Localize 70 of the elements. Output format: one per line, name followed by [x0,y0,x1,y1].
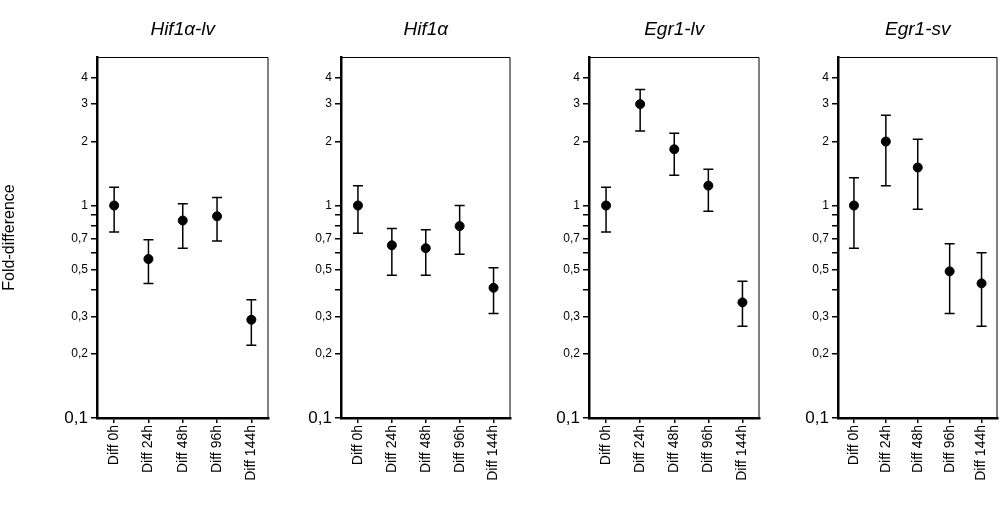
x-tick-label: Diff 0h [348,425,365,466]
chart-title: Hif1α [403,18,450,40]
y-tick-label: 1 [573,197,581,212]
y-tick-label: 0,1 [308,407,332,427]
y-tick-label: 0,7 [315,230,333,245]
y-tick-label: 1 [81,197,89,212]
y-tick-label: 2 [822,133,830,148]
y-tick-label: 0,5 [563,261,581,276]
y-tick-label: 4 [822,69,830,84]
y-tick-label: 0,1 [556,407,580,427]
y-tick-label: 0,3 [315,308,333,323]
x-tick-label: Diff 48h [173,425,190,473]
y-tick-label: 0,7 [563,230,581,245]
y-tick-label: 4 [81,69,89,84]
y-tick-label: 4 [325,69,333,84]
x-tick-label: Diff 48h [665,425,682,473]
y-tick-label: 1 [822,197,830,212]
y-tick-label: 2 [325,133,333,148]
point [737,297,748,308]
y-tick-label: 0,3 [71,308,89,323]
x-tick-label: Diff 0h [844,425,861,466]
y-tick-label: 0,7 [812,230,830,245]
y-axis-title: Fold-difference [0,184,18,291]
x-tick-label: Diff 24h [139,425,156,473]
x-tick-label: Diff 24h [876,425,893,473]
x-tick-label: Diff 144h [972,425,989,481]
y-tick-label: 0,2 [315,346,333,361]
y-tick-label: 3 [325,96,333,111]
y-tick-label: 0,5 [315,261,333,276]
x-tick-label: Diff 24h [631,425,648,473]
point [488,282,499,293]
y-tick-label: 0,2 [563,346,581,361]
y-tick-label: 1 [325,197,333,212]
point [669,144,680,155]
chart-title: Egr1-lv [644,18,706,40]
point [246,314,257,325]
y-tick-label: 0,3 [812,308,830,323]
y-tick-label: 2 [573,133,581,148]
x-tick-label: Diff 24h [382,425,399,473]
x-tick-label: Diff 96h [207,425,224,473]
chart-title: Egr1-sv [885,18,952,40]
y-tick-label: 3 [81,96,89,111]
x-tick-label: Diff 0h [596,425,613,466]
x-tick-label: Diff 144h [484,425,501,481]
y-tick-label: 0,1 [805,407,829,427]
x-tick-label: Diff 0h [105,425,122,466]
x-tick-label: Diff 144h [733,425,750,481]
point [703,180,714,191]
x-tick-label: Diff 96h [450,425,467,473]
y-tick-label: 0,2 [812,346,830,361]
chart-title: Hif1α-lv [150,18,217,40]
y-tick-label: 0,1 [64,407,88,427]
y-tick-label: 0,2 [71,346,89,361]
y-tick-label: 3 [573,96,581,111]
y-tick-label: 0,7 [71,230,89,245]
x-tick-label: Diff 144h [242,425,259,481]
point [944,266,955,277]
x-tick-label: Diff 96h [940,425,957,473]
y-tick-label: 3 [822,96,830,111]
y-tick-label: 0,5 [812,261,830,276]
x-tick-label: Diff 48h [416,425,433,473]
point [143,254,154,265]
x-tick-label: Diff 48h [908,425,925,473]
x-tick-label: Diff 96h [699,425,716,473]
y-tick-label: 0,5 [71,261,89,276]
point [454,221,465,232]
y-tick-label: 0,3 [563,308,581,323]
y-tick-label: 4 [573,69,581,84]
y-tick-label: 2 [81,133,89,148]
point [976,278,987,289]
